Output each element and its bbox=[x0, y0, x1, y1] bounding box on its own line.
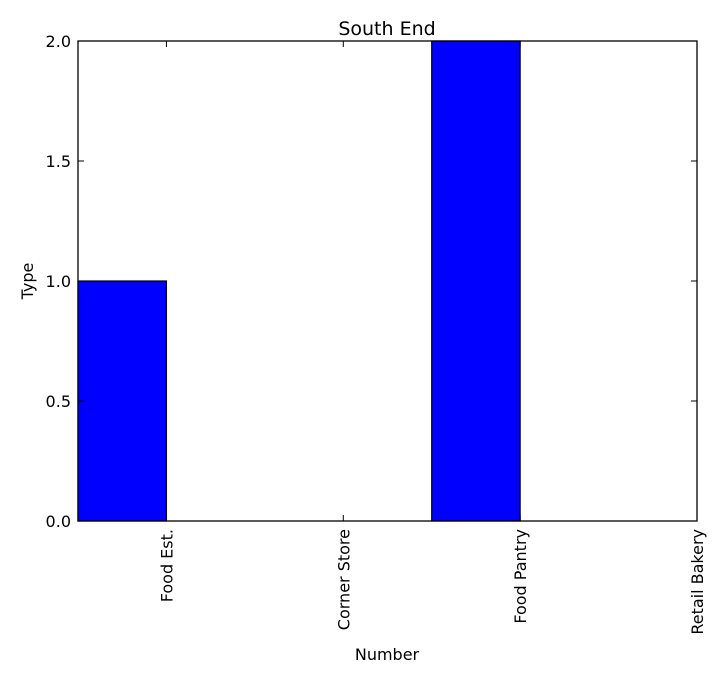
y-tick-label: 1.5 bbox=[46, 152, 71, 171]
y-tick-label: 0.5 bbox=[46, 392, 71, 411]
bars-layer bbox=[77, 40, 521, 522]
y-tick-label: 0.0 bbox=[46, 512, 71, 531]
y-tick-label: 1.0 bbox=[46, 272, 71, 291]
x-tick-label-food-pantry: Food Pantry bbox=[511, 529, 530, 624]
x-tick-label-food-est: Food Est. bbox=[157, 529, 176, 602]
y-tick-label: 2.0 bbox=[46, 32, 71, 51]
y-axis-title: Type bbox=[18, 263, 37, 301]
bar-food-pantry bbox=[431, 40, 521, 522]
x-tick-labels: Food Est. Corner Store Food Pantry Retail B… bbox=[157, 529, 707, 635]
bar-food-est bbox=[77, 280, 168, 522]
x-tick-label-retail-bakery: Retail Bakery bbox=[688, 529, 707, 635]
ticks-layer bbox=[78, 40, 698, 522]
chart-title: South End bbox=[338, 18, 435, 40]
x-axis-title: Number bbox=[355, 645, 420, 664]
plot-frame bbox=[77, 40, 698, 522]
y-tick-labels: 0.0 0.5 1.0 1.5 2.0 bbox=[46, 32, 71, 531]
x-tick-label-corner-store: Corner Store bbox=[334, 529, 353, 630]
